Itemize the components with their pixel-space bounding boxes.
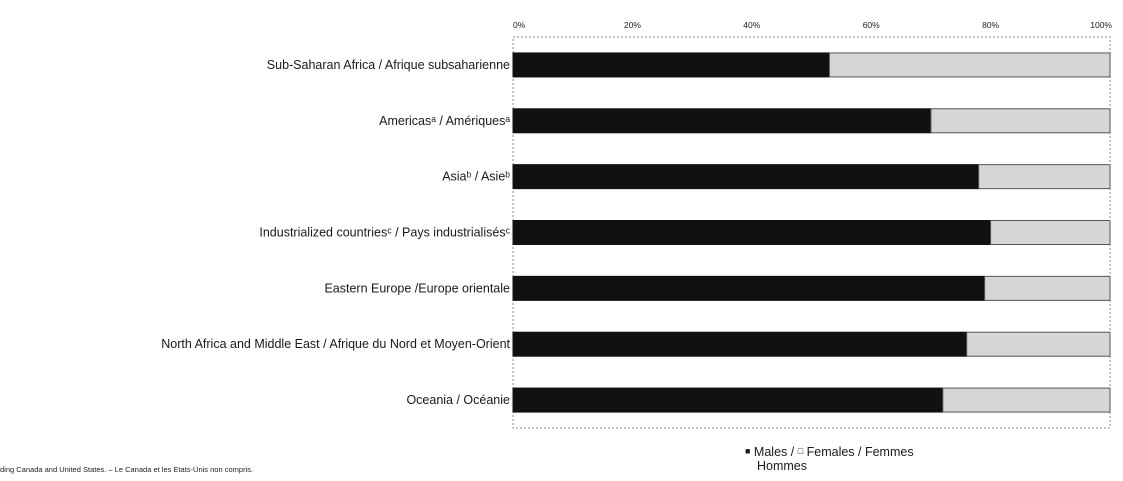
category-label: Industrialized countriesᶜ / Pays industr… bbox=[259, 226, 510, 240]
bar-males bbox=[512, 220, 992, 245]
bar-females bbox=[978, 164, 1111, 190]
category-label: Eastern Europe /Europe orientale bbox=[324, 281, 510, 295]
males-swatch-icon: ■ bbox=[745, 446, 751, 456]
bar-males bbox=[512, 387, 944, 413]
bar-females bbox=[828, 52, 1111, 78]
bar-males bbox=[512, 275, 986, 301]
footnote: ding Canada and United States. – Le Cana… bbox=[0, 465, 254, 474]
legend-females-label: Females / Femmes bbox=[806, 445, 914, 459]
bar-males bbox=[512, 108, 932, 134]
category-label: Oceania / Océanie bbox=[406, 393, 510, 407]
legend-males-label-line2: Hommes bbox=[757, 459, 808, 473]
category-label: North Africa and Middle East / Afrique d… bbox=[161, 337, 510, 351]
category-label: Sub-Saharan Africa / Afrique subsaharien… bbox=[267, 58, 510, 72]
bar-males bbox=[512, 331, 968, 357]
x-tick-label: 20% bbox=[624, 20, 641, 30]
bar-males bbox=[512, 52, 830, 78]
x-tick-label: 100% bbox=[1090, 20, 1112, 30]
x-tick-label: 60% bbox=[863, 20, 880, 30]
bar-females bbox=[966, 331, 1111, 357]
x-tick-label: 0% bbox=[513, 20, 526, 30]
bar-females bbox=[942, 387, 1111, 413]
bar-females bbox=[990, 220, 1111, 245]
x-tick-label: 40% bbox=[743, 20, 760, 30]
category-label: Americasᵃ / Amériquesᵃ bbox=[379, 114, 510, 128]
females-swatch-icon: □ bbox=[797, 446, 804, 456]
bar-females bbox=[984, 275, 1111, 301]
x-tick-label: 80% bbox=[982, 20, 999, 30]
bar-females bbox=[930, 108, 1111, 134]
legend-males-label: Males / bbox=[753, 445, 795, 459]
legend: ■ Males / □ Females / Femmes Hommes bbox=[745, 444, 914, 473]
bar-males bbox=[512, 164, 980, 190]
category-label: Asiaᵇ / Asieᵇ bbox=[442, 170, 510, 184]
